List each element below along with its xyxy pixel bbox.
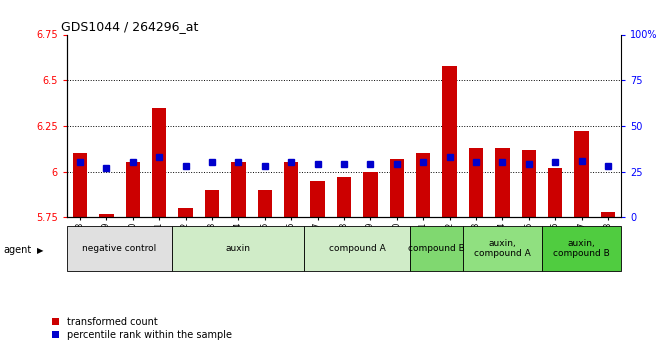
Legend: transformed count, percentile rank within the sample: transformed count, percentile rank withi…	[51, 317, 232, 340]
Bar	[442, 66, 457, 217]
Bar	[231, 162, 246, 217]
Bar	[548, 168, 562, 217]
Text: ▶: ▶	[37, 246, 43, 255]
Bar	[469, 148, 483, 217]
Bar	[601, 212, 615, 217]
Bar	[284, 162, 299, 217]
Text: auxin,
compound B: auxin, compound B	[553, 239, 610, 258]
Bar	[574, 131, 589, 217]
Text: GDS1044 / 264296_at: GDS1044 / 264296_at	[61, 20, 198, 33]
Text: compound A: compound A	[329, 244, 385, 253]
Bar	[152, 108, 166, 217]
Bar	[178, 208, 193, 217]
Bar	[542, 226, 621, 271]
Bar	[205, 190, 219, 217]
Bar	[416, 154, 430, 217]
Text: auxin,
compound A: auxin, compound A	[474, 239, 531, 258]
Text: auxin: auxin	[226, 244, 251, 253]
Text: compound B: compound B	[408, 244, 465, 253]
Bar	[305, 226, 410, 271]
Text: agent: agent	[3, 245, 31, 255]
Bar	[67, 226, 172, 271]
Bar	[463, 226, 542, 271]
Bar	[522, 150, 536, 217]
Bar	[410, 226, 463, 271]
Bar	[363, 172, 377, 217]
Bar	[495, 148, 510, 217]
Bar	[126, 162, 140, 217]
Bar	[311, 181, 325, 217]
Text: negative control: negative control	[82, 244, 157, 253]
Bar	[73, 154, 88, 217]
Bar	[258, 190, 272, 217]
Bar	[337, 177, 351, 217]
Bar	[389, 159, 404, 217]
Bar	[99, 214, 114, 217]
Bar	[172, 226, 305, 271]
